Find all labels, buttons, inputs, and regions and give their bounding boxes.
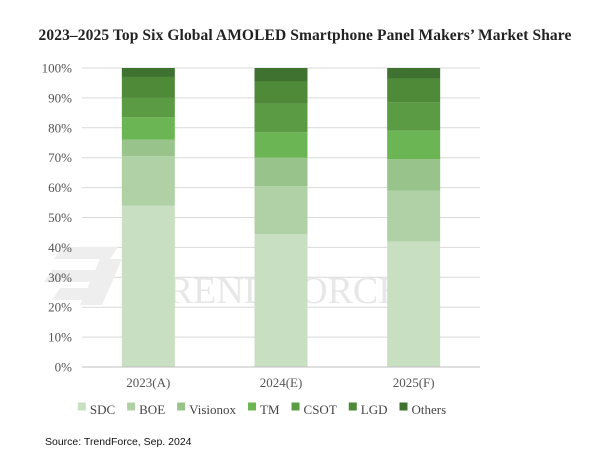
bar-segment-boe — [254, 186, 308, 234]
bar-segment-lgd — [387, 78, 441, 103]
legend-swatch — [291, 402, 300, 411]
bar-stack — [121, 68, 175, 367]
bar-segment-sdc — [387, 241, 441, 367]
bar-segment-csot — [121, 97, 175, 118]
y-tick-label: 10% — [48, 330, 72, 345]
bar-segment-boe — [387, 190, 441, 242]
watermark-rend: REND — [168, 270, 271, 312]
y-tick-label: 20% — [48, 300, 72, 315]
y-tick-label: 90% — [48, 90, 72, 105]
legend-item-others: Others — [399, 402, 446, 417]
legend-swatch — [248, 402, 257, 411]
bar-segment-tm — [387, 130, 441, 160]
bar-segment-sdc — [121, 205, 175, 367]
legend-swatch — [177, 402, 186, 411]
y-tick-label: 80% — [48, 120, 72, 135]
legend-swatch — [348, 402, 357, 411]
bar-segment-tm — [121, 117, 175, 140]
bar-segment-csot — [254, 103, 308, 133]
y-tick-label: 70% — [48, 150, 72, 165]
legend-label: CSOT — [304, 402, 337, 417]
legend-label: SDC — [90, 402, 115, 417]
legend-label: TM — [260, 402, 280, 417]
legend-label: Visionox — [189, 402, 236, 417]
bar-segment-tm — [254, 132, 308, 158]
bar-segment-lgd — [121, 76, 175, 98]
bar-segment-visionox — [387, 159, 441, 191]
legend-swatch — [127, 402, 136, 411]
y-tick-label: 100% — [42, 61, 73, 76]
legend-item-csot: CSOT — [291, 402, 337, 417]
watermark-orce: ORCE — [300, 270, 401, 312]
bar-segment-visionox — [254, 157, 308, 187]
y-tick-label: 30% — [48, 270, 72, 285]
legend-swatch — [77, 402, 86, 411]
axes: 0% 10% 20% 30% 40% 50% 60% 70% 80% 90% 100% 2023(A)… — [42, 61, 480, 390]
y-tick-label: 60% — [48, 180, 72, 195]
legend-item-sdc: SDC — [77, 402, 115, 417]
bar-segment-others — [387, 68, 441, 79]
y-tick-label: 50% — [48, 210, 72, 225]
x-tick-label: 2023(A) — [126, 375, 170, 390]
y-tick-label: 40% — [48, 240, 72, 255]
legend-label: Others — [411, 402, 446, 417]
legend-swatch — [399, 402, 408, 411]
bar-segment-visionox — [121, 139, 175, 157]
bar-segment-lgd — [254, 81, 308, 104]
watermark: TRENDFORCE — [44, 247, 402, 315]
source-note: Source: TrendForce, Sep. 2024 — [45, 436, 192, 448]
legend: SDC BOE Visionox TM CSOT LGD Others — [77, 402, 446, 417]
trendforce-logo-icon — [44, 247, 122, 305]
x-tick-label: 2025(F) — [393, 375, 435, 390]
y-tick-label: 0% — [55, 360, 73, 375]
bar-segment-others — [121, 68, 175, 77]
x-tick-label: 2024(E) — [260, 375, 303, 390]
legend-label: BOE — [139, 402, 165, 417]
bar-segment-others — [254, 68, 308, 82]
bar-stack — [254, 68, 308, 367]
legend-item-visionox: Visionox — [177, 402, 237, 417]
bar-segment-boe — [121, 156, 175, 206]
legend-label: LGD — [361, 402, 388, 417]
bar-segment-csot — [387, 102, 441, 131]
chart-title: 2023–2025 Top Six Global AMOLED Smartpho… — [38, 27, 572, 44]
bars — [121, 68, 441, 367]
bar-segment-sdc — [254, 233, 308, 367]
legend-item-lgd: LGD — [348, 402, 388, 417]
bar-stack — [387, 68, 441, 367]
legend-item-tm: TM — [248, 402, 280, 417]
legend-item-boe: BOE — [127, 402, 165, 417]
